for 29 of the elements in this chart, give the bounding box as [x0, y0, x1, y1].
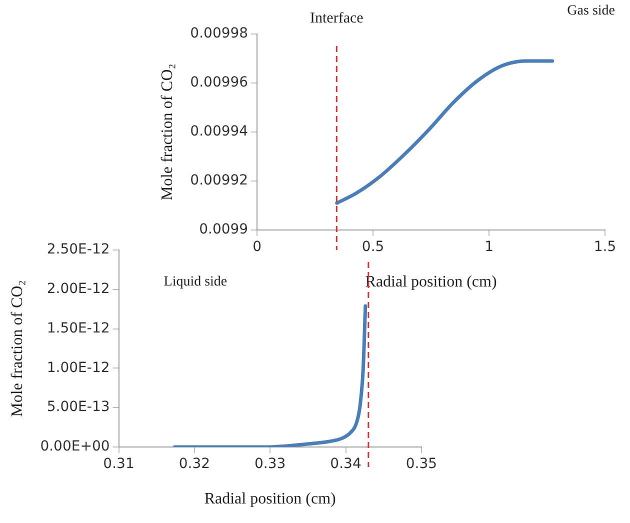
y-axis-title: Mole fraction of CO₂: [8, 280, 26, 417]
x-axis-title: Radial position (cm): [365, 274, 497, 291]
y-tick-label: 2.00E-12: [46, 281, 110, 298]
y-tick-label: 0.00992: [190, 172, 248, 189]
y-tick-label: 5.00E-13: [46, 399, 110, 416]
y-tick-label: 2.50E-12: [46, 242, 110, 258]
y-tick-label: 0.00E+00: [40, 438, 110, 455]
x-tick-label: 0.33: [254, 456, 286, 472]
x-tick-label: 0.5: [362, 239, 384, 256]
y-tick-label: 0.00996: [190, 74, 248, 91]
x-tick-label: 0: [252, 239, 262, 256]
annotation: Liquid side: [164, 274, 228, 290]
x-tick-label: 0.31: [103, 456, 134, 472]
x-tick-label: 1.5: [594, 239, 616, 256]
y-tick-label: 0.00994: [190, 124, 248, 140]
y-axis-title: Mole fraction of CO₂: [158, 64, 176, 200]
y-tick-label: 1.00E-12: [46, 360, 110, 376]
x-tick-label: 1: [484, 239, 494, 256]
line-series: [173, 304, 368, 447]
y-tick-label: 0.00998: [190, 26, 248, 42]
y-tick-label: 1.50E-12: [46, 320, 110, 336]
x-tick-label: 0.34: [330, 456, 362, 472]
text: Gas side: [567, 4, 615, 19]
x-axis-title: Radial position (cm): [204, 490, 336, 508]
ref-line-label: Interface: [310, 10, 364, 26]
x-tick-label: 0.35: [406, 456, 437, 472]
line-series: [335, 59, 554, 205]
x-tick-label: 0.32: [178, 456, 210, 472]
y-tick-label: 0.0099: [199, 222, 248, 238]
